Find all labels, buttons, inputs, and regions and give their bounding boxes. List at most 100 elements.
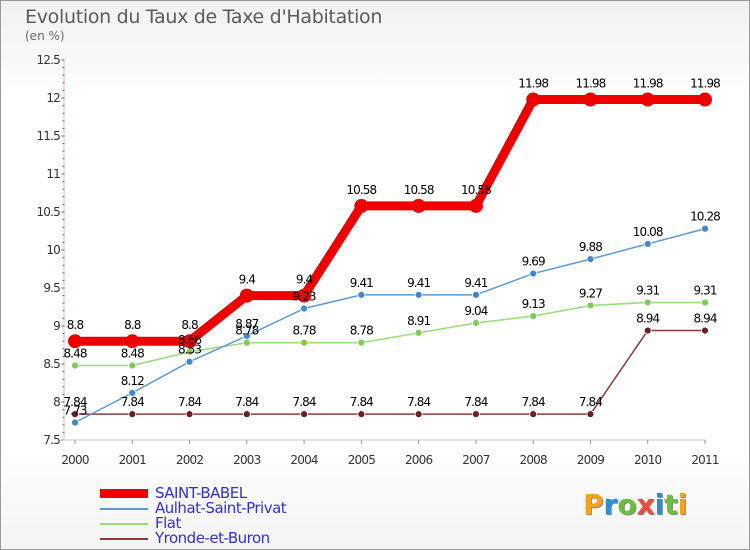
- data-point: [354, 198, 369, 213]
- data-label: 7.84: [293, 395, 316, 409]
- data-label: 10.58: [346, 183, 376, 197]
- data-point: [643, 326, 652, 335]
- data-label: 10.08: [633, 225, 663, 239]
- data-point: [468, 198, 483, 213]
- data-label: 8.91: [407, 314, 430, 328]
- data-label: 7.84: [464, 395, 487, 409]
- x-tick-label: 2005: [348, 453, 376, 467]
- x-tick-label: 2006: [405, 453, 433, 467]
- data-point: [185, 357, 194, 366]
- chart-subtitle: (en %): [25, 29, 65, 43]
- data-point: [586, 301, 595, 310]
- legend-swatch: [100, 508, 148, 510]
- legend-item-flat: Flat: [100, 514, 300, 532]
- data-label: 9.13: [522, 297, 545, 311]
- series-line-yronde-et-buron: [75, 329, 705, 415]
- data-label: 8.12: [121, 374, 144, 388]
- logo-letter: x: [636, 488, 655, 521]
- data-point: [239, 288, 254, 303]
- data-label: 9.41: [464, 276, 487, 290]
- data-point: [185, 410, 194, 419]
- data-point: [300, 338, 308, 347]
- data-label: 11.98: [576, 77, 606, 91]
- series-line-aulhat-saint-privat: [74, 227, 706, 424]
- y-tick-label: 11.5: [36, 129, 60, 143]
- data-point: [640, 92, 655, 107]
- data-point: [71, 418, 79, 427]
- data-point: [643, 298, 652, 307]
- data-label: 9.31: [693, 283, 716, 297]
- data-point: [526, 92, 541, 107]
- y-tick-label: 11: [46, 167, 60, 181]
- y-tick-label: 7.5: [43, 433, 60, 447]
- x-tick-label: 2004: [290, 453, 318, 467]
- x-tick-label: 2000: [61, 453, 89, 467]
- logo-letter: i: [654, 488, 665, 521]
- data-label: 10.58: [461, 183, 491, 197]
- data-label: 7.84: [579, 395, 602, 409]
- x-tick-label: 2008: [520, 453, 548, 467]
- data-label: 10.58: [404, 183, 434, 197]
- data-point: [297, 288, 312, 303]
- data-point: [472, 410, 480, 419]
- data-point: [125, 334, 140, 349]
- y-tick-label: 8.5: [43, 357, 60, 371]
- data-label: 11.98: [633, 77, 663, 91]
- data-label: 9.41: [407, 276, 430, 290]
- data-label: 9.31: [636, 283, 659, 297]
- data-label: 7.84: [121, 395, 144, 409]
- data-point: [300, 304, 308, 313]
- data-label: 9.23: [293, 290, 316, 304]
- data-point: [182, 334, 197, 349]
- data-point: [357, 410, 366, 419]
- legend-item-aulhat-saint-privat: Aulhat-Saint-Privat: [100, 499, 300, 517]
- x-tick-label: 2003: [233, 453, 261, 467]
- data-label: 7.84: [178, 395, 201, 409]
- x-tick-label: 2007: [462, 453, 490, 467]
- legend-swatch: [100, 538, 148, 540]
- legend-label: Aulhat-Saint-Privat: [155, 499, 287, 517]
- data-label: 7.84: [350, 395, 373, 409]
- data-point: [472, 290, 480, 299]
- data-label: 9.27: [579, 286, 602, 300]
- data-point: [128, 388, 137, 397]
- x-tick-label: 2009: [577, 453, 605, 467]
- data-label: 9.4: [296, 273, 313, 287]
- data-label: 8.87: [235, 317, 258, 331]
- y-tick-label: 10.5: [36, 205, 60, 219]
- x-tick-label: 2002: [176, 453, 204, 467]
- data-point: [128, 361, 137, 370]
- series-line-flat: [75, 301, 705, 367]
- legend-label: SAINT-BABEL: [155, 484, 247, 502]
- data-label: 9.69: [522, 255, 545, 269]
- data-label: 9.41: [350, 276, 373, 290]
- data-point: [71, 361, 79, 370]
- x-tick-label: 2010: [634, 453, 662, 467]
- data-point: [529, 410, 538, 419]
- legend-item-saint-babel: SAINT-BABEL: [100, 484, 300, 502]
- proxiti-logo: Proxiti: [583, 488, 687, 521]
- data-point: [128, 410, 137, 419]
- data-label: 8.48: [121, 347, 144, 361]
- data-point: [472, 319, 480, 327]
- data-point: [357, 290, 366, 299]
- data-point: [414, 290, 423, 299]
- data-point: [414, 410, 423, 419]
- data-label: 8.48: [63, 347, 86, 361]
- data-label: 8.66: [178, 333, 201, 347]
- data-point: [529, 312, 538, 321]
- data-point: [701, 224, 709, 233]
- data-label: 7.84: [63, 395, 86, 409]
- data-label: 7.84: [235, 395, 258, 409]
- logo-letter: r: [603, 488, 618, 521]
- data-point: [71, 410, 79, 419]
- legend-item-yronde-et-buron: Yronde-et-Buron: [100, 529, 300, 547]
- data-point: [411, 198, 426, 213]
- data-label: 8.8: [67, 318, 84, 332]
- series-line-saint-babel: [75, 95, 705, 346]
- y-tick-label: 12.5: [36, 53, 60, 67]
- data-point: [242, 331, 251, 340]
- data-label: 8.94: [693, 312, 716, 326]
